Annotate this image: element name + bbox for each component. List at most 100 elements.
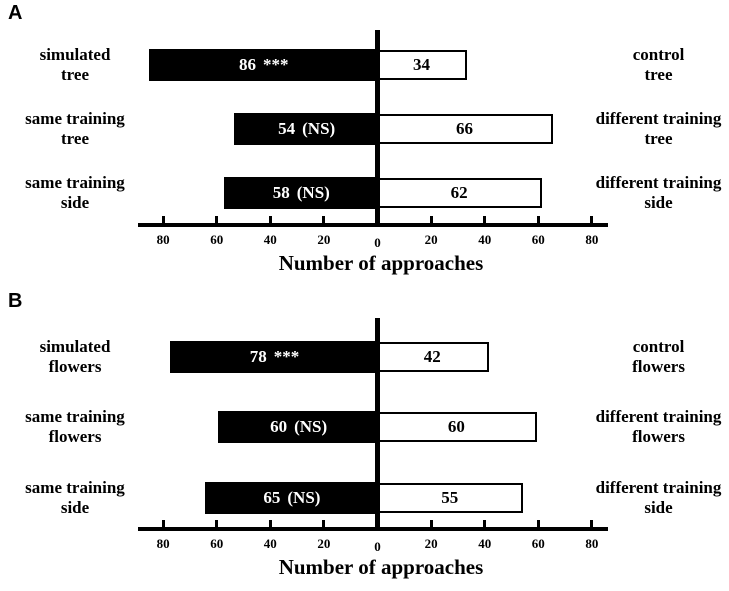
axis-tick-label: 0 [374,539,381,554]
x-axis-line [138,527,608,531]
label-line: simulated [39,337,111,356]
axis-tick-label: 80 [585,232,599,247]
bar-value-label: 66 [455,119,473,138]
panel-b-letter: B [8,290,23,312]
label-line: same training [25,478,125,497]
axis-tick-label: 40 [478,232,492,247]
label-line: side [644,193,673,212]
axis-tick [429,520,433,528]
axis-tick-label: 20 [317,232,331,247]
axis-tick [322,216,326,224]
label-line: different training [595,173,722,192]
axis-tick [483,216,487,224]
row-label-left: same training side [0,173,150,213]
axis-tick [268,216,272,224]
label-line: different training [595,109,722,128]
axis-tick [322,520,326,528]
bar-value-label: 34 [413,55,431,74]
significance-label: (NS) [294,417,328,436]
label-line: control [632,45,685,64]
label-line: flowers [48,357,102,376]
row-label-right: control tree [588,45,729,85]
bar-value-label: 60 (NS) [270,417,328,436]
label-line: side [644,498,673,517]
label-line: control [632,337,685,356]
axis-tick-label: 40 [263,536,277,551]
axis-tick [268,520,272,528]
label-line: different training [595,407,722,426]
axis-tick-label: 60 [531,536,545,551]
bar-value-label: 58 (NS) [272,183,330,202]
x-axis: 80 60 40 20 0 20 40 60 80 [0,216,729,256]
row-label-right: different training side [588,173,729,213]
panel-b: B simulated flowers 78 *** 42 control flo… [0,288,729,591]
axis-tick [483,520,487,528]
label-line: simulated [39,45,111,64]
bar-left-black: 58 (NS) [223,177,379,209]
bar-left-black: 60 (NS) [218,411,379,443]
row-label-right: control flowers [588,337,729,377]
x-axis-line [138,223,608,227]
row-label-left: simulated tree [0,45,150,85]
row-label-left: same training flowers [0,407,150,447]
bar-right-white: 66 [376,114,553,144]
axis-tick [215,520,219,528]
row-label-right: different training side [588,478,729,518]
x-axis-title: Number of approaches [278,555,484,579]
significance-label: (NS) [287,488,321,507]
axis-tick [161,520,165,528]
chart-row: same training side 58 (NS) 62 different t… [0,173,729,212]
bar-right-white: 60 [376,412,537,442]
bar-value-label: 54 (NS) [278,119,336,138]
chart-row: same training tree 54 (NS) 66 different t… [0,109,729,148]
bar-value-label: 86 *** [239,55,289,74]
bar-value-label: 65 (NS) [263,488,321,507]
axis-tick-label: 60 [210,536,224,551]
axis-tick [161,216,165,224]
label-line: tree [61,65,89,84]
row-label-left: simulated flowers [0,337,150,377]
label-line: tree [644,65,673,84]
axis-tick [536,520,540,528]
bar-value-label: 42 [423,347,441,366]
label-line: tree [61,129,89,148]
bar-right-white: 55 [376,483,524,513]
bar-right-white: 42 [376,342,489,372]
panel-a-letter: A [8,2,23,24]
x-axis-title: Number of approaches [278,251,484,275]
row-label-right: different training flowers [588,407,729,447]
label-line: tree [644,129,673,148]
axis-tick [429,216,433,224]
bar-value-label: 60 [447,417,465,436]
axis-tick [590,520,594,528]
axis-tick [536,216,540,224]
axis-tick [590,216,594,224]
label-line: same training [25,109,125,128]
axis-tick-label: 80 [156,232,170,247]
axis-tick-label: 80 [156,536,170,551]
axis-tick-label: 80 [585,536,599,551]
bar-right-white: 62 [376,178,543,208]
row-label-right: different training tree [588,109,729,149]
axis-tick-label: 20 [317,536,331,551]
axis-tick-label: 60 [210,232,224,247]
label-line: same training [25,407,125,426]
bar-left-black: 86 *** [148,49,379,81]
axis-tick [215,216,219,224]
significance-label: (NS) [302,119,336,138]
bar-right-white: 34 [376,50,468,80]
row-label-left: same training side [0,478,150,518]
bar-value-label: 78 *** [249,347,300,366]
row-label-left: same training tree [0,109,150,149]
zero-axis-line [375,318,380,531]
bar-left-black: 54 (NS) [234,113,379,145]
chart-row: simulated tree 86 *** 34 control tree [0,45,729,84]
axis-tick-label: 40 [478,536,492,551]
label-line: flowers [48,427,102,446]
axis-tick-label: 20 [424,232,438,247]
chart-row: same training flowers 60 (NS) 60 differen… [0,407,729,446]
x-axis: 80 60 40 20 0 20 40 60 80 [0,520,729,560]
panel-a: A simulated tree 86 *** 34 control tree s… [0,0,729,288]
bar-value-label: 55 [441,488,459,507]
